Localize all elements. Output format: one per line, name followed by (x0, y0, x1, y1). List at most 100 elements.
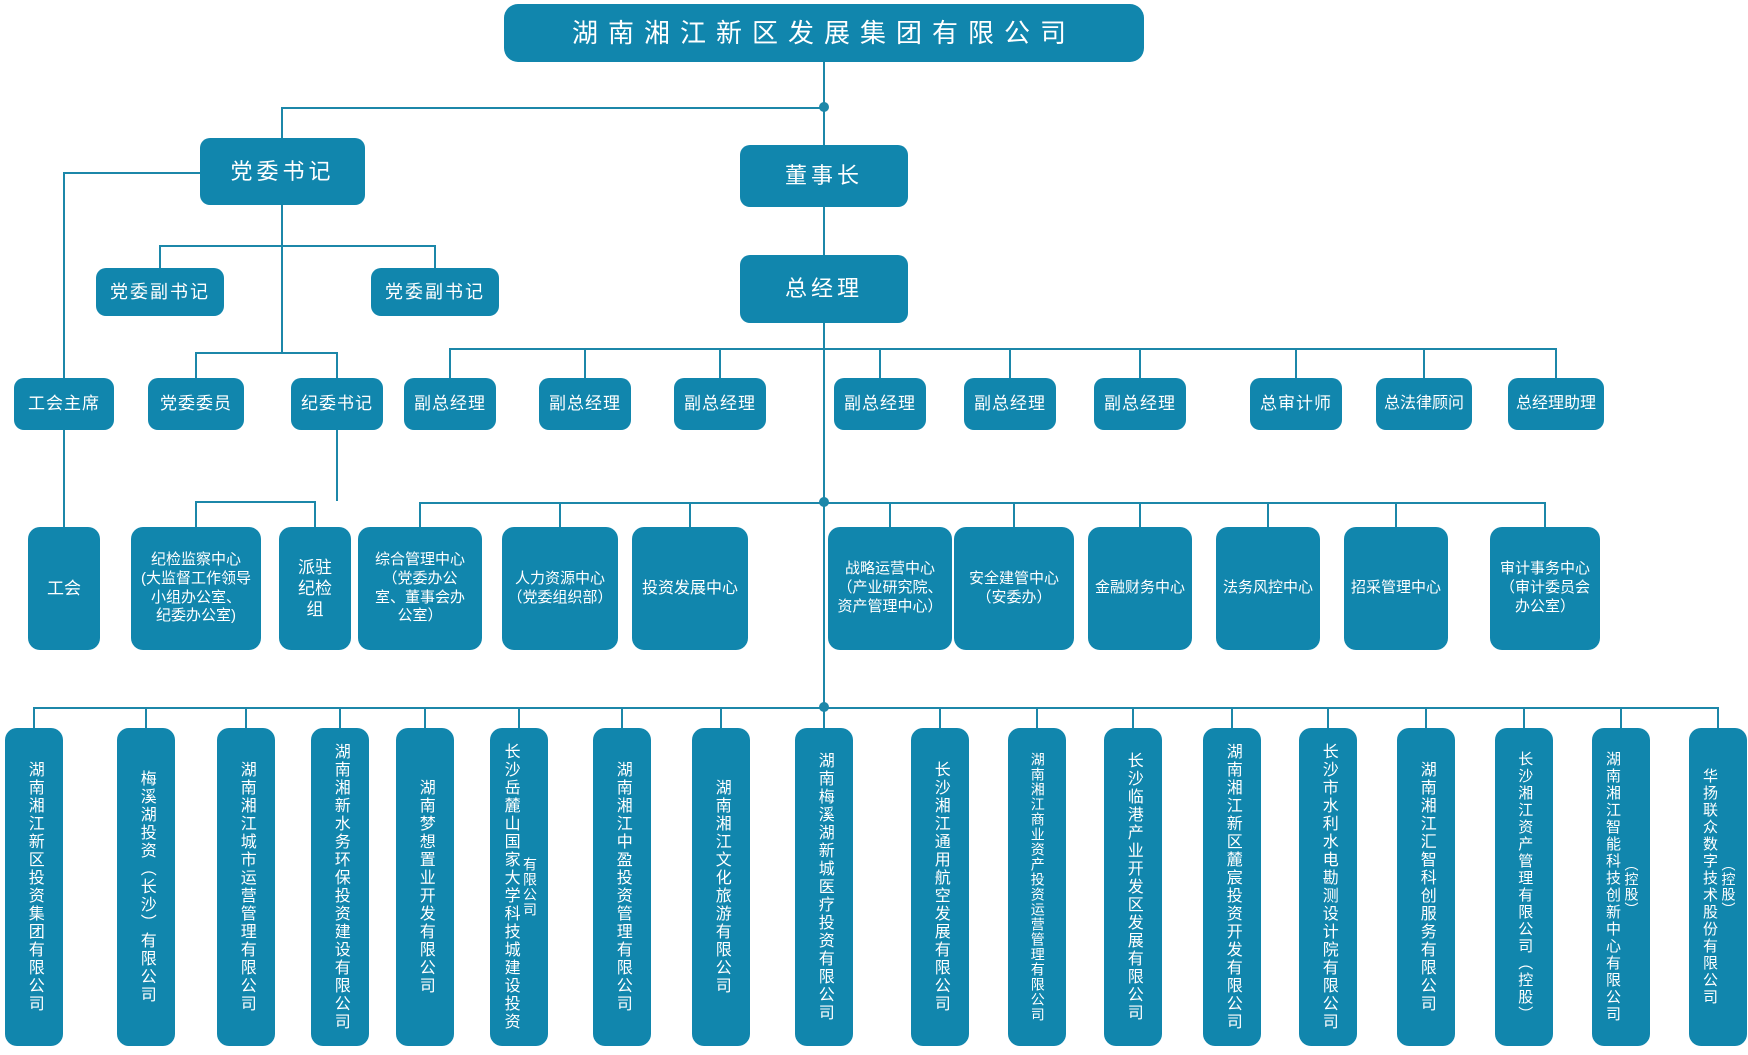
connector-line (1555, 348, 1557, 378)
connector-line (159, 245, 161, 268)
connector-line (34, 707, 1718, 709)
connector-line (720, 707, 722, 728)
connector-line (282, 107, 824, 109)
connector-line (1139, 502, 1141, 527)
connector-line (195, 501, 197, 527)
subsidiary-box-5: 湖南梦想置业开发有限公司 (396, 728, 454, 1046)
node-deputy-gm-5: 副总经理 (964, 378, 1056, 430)
connector-line (63, 430, 65, 527)
connector-line (823, 207, 825, 255)
connector-line (336, 430, 338, 501)
dept-hr-center: 人力资源中心 （党委组织部） (502, 527, 618, 650)
connector-line (420, 502, 1545, 504)
subsidiary-box-2: 梅溪湖投资（长沙）有限公司 (117, 728, 175, 1046)
connector-line (1231, 707, 1233, 728)
dept-legal-risk-center: 法务风控中心 (1216, 527, 1320, 650)
subsidiary-box-7: 湖南湘江中盈投资管理有限公司 (593, 728, 651, 1046)
subsidiary-box-15: 湖南湘江汇智科创服务有限公司 (1397, 728, 1455, 1046)
subsidiary-box-14: 长沙市水利水电勘测设计院有限公司 (1299, 728, 1357, 1046)
subsidiary-box-8: 湖南湘江文化旅游有限公司 (692, 728, 750, 1046)
connector-line (1327, 707, 1329, 728)
connector-line (1009, 348, 1011, 378)
connector-line (1395, 502, 1397, 527)
connector-line (1139, 348, 1141, 378)
subsidiary-box-6: 长沙岳麓山国家大学科技城建设投资 有限公司 (490, 728, 548, 1046)
dept-dispatched-discipline-group: 派驻 纪检 组 (279, 527, 351, 650)
connector-line (1132, 707, 1134, 728)
dept-general-management-center: 综合管理中心 （党委办公 室、董事会办 公室） (358, 527, 482, 650)
connector-line (1544, 502, 1546, 527)
subsidiary-box-18: 华扬联众数字技术股份有限公司 （控股） (1689, 728, 1747, 1046)
connector-line (145, 707, 147, 728)
connector-line (419, 502, 421, 527)
dept-finance-center: 金融财务中心 (1088, 527, 1192, 650)
connector-line (823, 323, 825, 728)
subsidiary-box-1: 湖南湘江新区投资集团有限公司 (5, 728, 63, 1046)
connector-line (195, 352, 197, 378)
connector-line (449, 348, 451, 378)
node-deputy-gm-4: 副总经理 (834, 378, 926, 430)
node-union-chairman: 工会主席 (14, 378, 114, 430)
connector-line (1295, 348, 1297, 378)
org-root-node: 湖南湘江新区发展集团有限公司 (504, 4, 1144, 62)
dept-discipline-inspection-center: 纪检监察中心 (大监督工作领导 小组办公室、 纪委办公室) (131, 527, 261, 650)
connector-junction-dot (819, 702, 829, 712)
connector-line (281, 205, 283, 352)
subsidiary-box-9: 湖南梅溪湖新城医疗投资有限公司 (795, 728, 853, 1046)
node-deputy-gm-2: 副总经理 (539, 378, 631, 430)
connector-line (33, 707, 35, 728)
subsidiary-box-10: 长沙湘江通用航空发展有限公司 (911, 728, 969, 1046)
subsidiary-box-17: 湖南湘江智能科技创新中心有限公司 （控股） (1592, 728, 1650, 1046)
node-deputy-gm-1: 副总经理 (404, 378, 496, 430)
connector-line (889, 502, 891, 527)
subsidiary-box-16: 长沙湘江资产管理有限公司（控股） (1495, 728, 1553, 1046)
node-general-counsel: 总法律顾问 (1376, 378, 1472, 430)
connector-line (879, 348, 881, 378)
subsidiary-box-3: 湖南湘江城市运营管理有限公司 (217, 728, 275, 1046)
connector-junction-dot (819, 102, 829, 112)
connector-line (245, 707, 247, 728)
node-gm-assistant: 总经理助理 (1508, 378, 1604, 430)
dept-union: 工会 (28, 527, 100, 650)
connector-line (160, 245, 435, 247)
dept-procurement-center: 招采管理中心 (1344, 527, 1448, 650)
dept-strategy-operation-center: 战略运营中心 （产业研究院、 资产管理中心） (828, 527, 952, 650)
connector-line (689, 502, 691, 527)
connector-line (63, 172, 65, 378)
connector-line (314, 501, 316, 527)
subsidiary-box-11: 湖南湘江商业资产投资运营管理有限公司 (1008, 728, 1066, 1046)
connector-line (1036, 707, 1038, 728)
connector-line (434, 245, 436, 268)
node-party-secretary: 党委书记 (200, 138, 365, 205)
dept-safety-construction-center: 安全建管中心 （安委办） (954, 527, 1074, 650)
connector-line (339, 707, 341, 728)
connector-line (450, 348, 1556, 350)
connector-line (1523, 707, 1525, 728)
node-discipline-secretary: 纪委书记 (291, 378, 383, 430)
connector-line (1423, 348, 1425, 378)
connector-line (196, 501, 315, 503)
connector-line (1620, 707, 1622, 728)
node-chief-auditor: 总审计师 (1250, 378, 1342, 430)
connector-line (336, 352, 338, 378)
node-chairman: 董事长 (740, 145, 908, 207)
connector-line (518, 707, 520, 728)
connector-line (719, 348, 721, 378)
dept-audit-center: 审计事务中心 （审计委员会 办公室） (1490, 527, 1600, 650)
connector-line (621, 707, 623, 728)
connector-line (196, 352, 337, 354)
subsidiary-box-12: 长沙临港产业开发区发展有限公司 (1104, 728, 1162, 1046)
dept-investment-development-center: 投资发展中心 (632, 527, 748, 650)
node-deputy-gm-3: 副总经理 (674, 378, 766, 430)
node-party-committee-member: 党委委员 (148, 378, 244, 430)
connector-line (1013, 502, 1015, 527)
connector-line (1267, 502, 1269, 527)
connector-line (939, 707, 941, 728)
node-deputy-party-secretary-2: 党委副书记 (371, 268, 499, 316)
subsidiary-box-4: 湖南湘新水务环保投资建设有限公司 (311, 728, 369, 1046)
connector-junction-dot (819, 497, 829, 507)
connector-line (424, 707, 426, 728)
connector-line (584, 348, 586, 378)
connector-line (281, 107, 283, 138)
